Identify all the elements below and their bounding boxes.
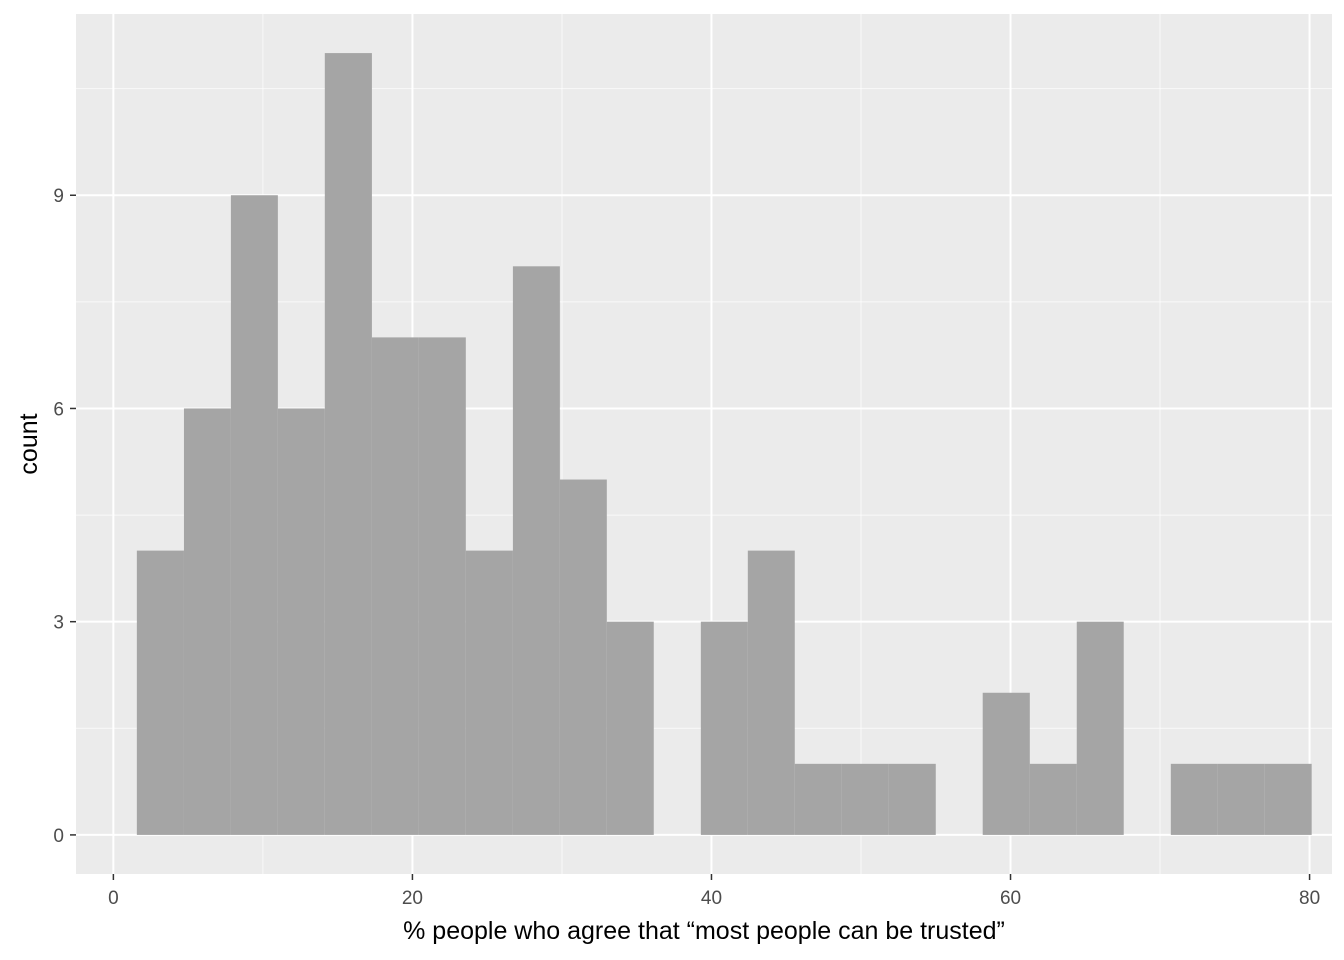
histogram-bar-20 [1076, 621, 1124, 835]
histogram-bar-4 [324, 53, 372, 835]
x-tick-label: 40 [701, 888, 722, 909]
histogram-bar-6 [418, 337, 466, 835]
minor-gridlines [76, 14, 1332, 874]
histogram-bar-10 [606, 621, 654, 835]
histogram-bar-24 [1264, 763, 1312, 835]
histogram-bar-8 [512, 266, 560, 835]
histogram-bar-0 [136, 550, 184, 835]
histogram-bar-18 [982, 692, 1030, 835]
x-tick-label: 0 [108, 888, 119, 909]
histogram-bar-3 [277, 408, 325, 835]
histogram-bar-7 [465, 550, 513, 835]
histogram-bar-14 [794, 763, 842, 835]
y-axis: 0 3 6 9 [53, 186, 76, 847]
x-tick-label: 20 [402, 888, 423, 909]
x-tick-label: 80 [1299, 888, 1320, 909]
x-axis: 0 20 40 60 80 [108, 874, 1320, 909]
histogram-bar-15 [841, 763, 889, 835]
x-axis-title: % people who agree that “most people can… [403, 917, 1005, 945]
y-axis-title: count [15, 413, 43, 474]
histogram-bars [136, 53, 1312, 835]
histogram-bar-22 [1170, 763, 1218, 835]
y-tick-label: 6 [53, 399, 64, 420]
histogram-bar-1 [183, 408, 231, 835]
y-tick-label: 3 [53, 613, 64, 634]
histogram-bar-2 [230, 195, 278, 835]
histogram-bar-23 [1217, 763, 1265, 835]
histogram-bar-9 [559, 479, 607, 835]
y-tick-label: 0 [53, 826, 64, 847]
histogram-bar-13 [747, 550, 795, 835]
histogram-bar-12 [700, 621, 748, 835]
histogram-bar-19 [1029, 763, 1077, 835]
x-tick-label: 60 [1000, 888, 1021, 909]
histogram-bar-16 [888, 763, 936, 835]
histogram-bar-5 [371, 337, 419, 835]
y-tick-label: 9 [53, 186, 64, 207]
